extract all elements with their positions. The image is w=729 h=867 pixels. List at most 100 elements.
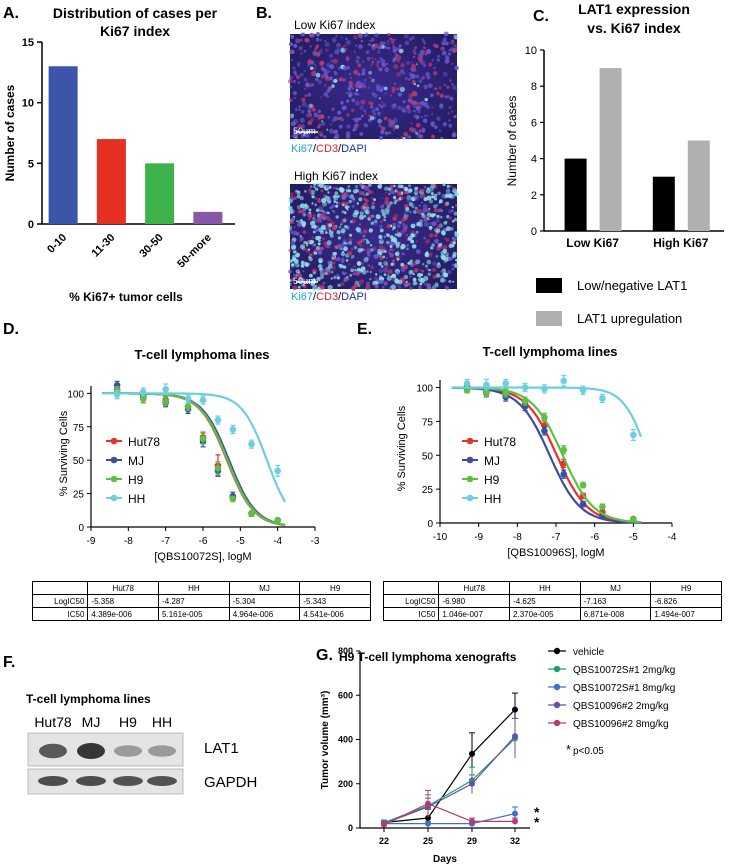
micrograph-cell xyxy=(410,61,413,64)
micrograph-cell xyxy=(293,226,296,229)
micrograph-cell xyxy=(385,256,389,259)
micrograph-cell xyxy=(329,206,333,210)
micrograph-cell xyxy=(436,285,439,288)
micrograph-cell xyxy=(380,129,385,135)
micrograph-cell xyxy=(343,241,347,245)
micrograph-cell xyxy=(448,243,453,249)
micrograph-cell xyxy=(414,46,417,49)
chart-e-point xyxy=(599,395,606,402)
chart-d-xtick-label: -9 xyxy=(87,536,96,547)
micrograph-cell xyxy=(391,86,396,92)
micrograph-cell xyxy=(449,193,455,199)
micrograph-cell xyxy=(397,220,401,224)
chart-g-legend-label: QBS10096#2 8mg/kg xyxy=(573,719,669,730)
micrograph-cell xyxy=(368,76,371,79)
micrograph-cell xyxy=(433,208,439,213)
chart-g-series-line xyxy=(383,735,516,825)
micrograph-cell xyxy=(298,277,303,282)
micrograph-cell xyxy=(307,92,312,97)
panel-a: Distribution of cases per Ki67 index 0 5 10 1… xyxy=(3,5,235,304)
micrograph-cell xyxy=(394,251,400,257)
micrograph-cell xyxy=(440,270,444,274)
micrograph-cell xyxy=(438,86,442,90)
chart-d-point xyxy=(274,517,281,524)
micrograph-cell xyxy=(431,243,435,248)
micrograph-cell xyxy=(437,191,441,195)
chart-e-point xyxy=(599,503,606,511)
micrograph-cell xyxy=(307,120,313,125)
micrograph-cell xyxy=(451,206,454,209)
chart-e-xtick-label: -7 xyxy=(552,532,561,543)
micrograph-cell xyxy=(408,184,412,188)
micrograph-cell xyxy=(371,197,374,200)
chart-d-point xyxy=(162,398,169,405)
td-r1c1: 4.389e-006 xyxy=(87,607,160,621)
micrograph-cell xyxy=(377,50,381,54)
micrograph-cell xyxy=(315,72,321,78)
micrograph-cell xyxy=(416,222,421,227)
stain-dapi: DAPI xyxy=(341,291,367,303)
panel-letter-d: D. xyxy=(3,321,19,338)
wb-band-gapdh xyxy=(76,776,106,786)
micrograph-cell xyxy=(451,132,457,138)
micrograph-cell xyxy=(335,77,338,80)
micrograph-cell xyxy=(297,285,301,289)
micrograph-cell xyxy=(373,254,379,259)
micrograph-cell xyxy=(350,257,353,260)
micrograph-cell xyxy=(368,189,371,192)
micrograph-cell xyxy=(453,115,457,119)
micrograph-cell xyxy=(329,270,333,274)
micrograph-cell xyxy=(405,280,408,283)
micrograph-cell xyxy=(335,201,339,204)
micrograph-cell xyxy=(301,101,307,107)
micrograph-cell xyxy=(422,118,428,123)
micrograph-cell xyxy=(337,48,340,50)
micrograph-cell xyxy=(293,43,298,49)
chart-g-legend-label: QBS10096#2 2mg/kg xyxy=(573,701,669,712)
micrograph-cell xyxy=(314,284,317,287)
micrograph-cell xyxy=(298,46,303,51)
micrograph-cell xyxy=(311,83,315,87)
micrograph-cell xyxy=(349,194,354,199)
micrograph-cell xyxy=(318,183,324,189)
micrograph-cell xyxy=(292,230,297,236)
micrograph-cell xyxy=(369,271,372,273)
micrograph-cell xyxy=(304,37,309,43)
chart-d-ylabel: % Surviving Cells xyxy=(58,410,70,496)
micrograph-cell xyxy=(342,272,346,276)
micrograph-cell xyxy=(401,107,406,113)
micrograph-cell xyxy=(314,187,319,191)
chart-d-xtick-label: -5 xyxy=(236,536,245,547)
micrograph-cell xyxy=(311,243,316,248)
micrograph-cell xyxy=(332,58,338,64)
micrograph-cell xyxy=(350,247,354,251)
micrograph-cell xyxy=(416,189,419,192)
chart-g-point xyxy=(512,706,518,713)
micrograph-cell xyxy=(380,220,383,223)
micrograph-cell xyxy=(329,53,334,58)
chart-g-legend-marker xyxy=(553,701,561,709)
micrograph-cell xyxy=(337,236,341,240)
micrograph-cell xyxy=(371,37,375,42)
micrograph-cell xyxy=(295,231,300,236)
micrograph-cell xyxy=(337,110,342,115)
micrograph-cell xyxy=(393,199,398,203)
td-h4: H9 xyxy=(299,581,371,595)
micrograph-cell xyxy=(428,207,431,210)
micrograph-cell xyxy=(327,284,333,291)
micrograph-cell xyxy=(359,244,363,248)
micrograph-cell xyxy=(425,239,431,244)
micrograph-cell xyxy=(400,267,406,273)
micrograph-cell xyxy=(317,235,322,240)
micrograph-cell xyxy=(292,273,296,277)
micrograph-cell xyxy=(409,259,414,264)
micrograph-cell xyxy=(383,235,386,238)
micrograph-cell xyxy=(314,47,318,51)
micrograph-cell xyxy=(413,195,416,199)
micrograph-cell xyxy=(360,100,363,103)
micrograph-cell xyxy=(363,202,368,207)
micrograph-cell xyxy=(403,72,406,75)
micrograph-cell xyxy=(293,196,297,200)
micrograph-cell xyxy=(360,238,365,243)
micrograph-cell xyxy=(299,239,303,242)
